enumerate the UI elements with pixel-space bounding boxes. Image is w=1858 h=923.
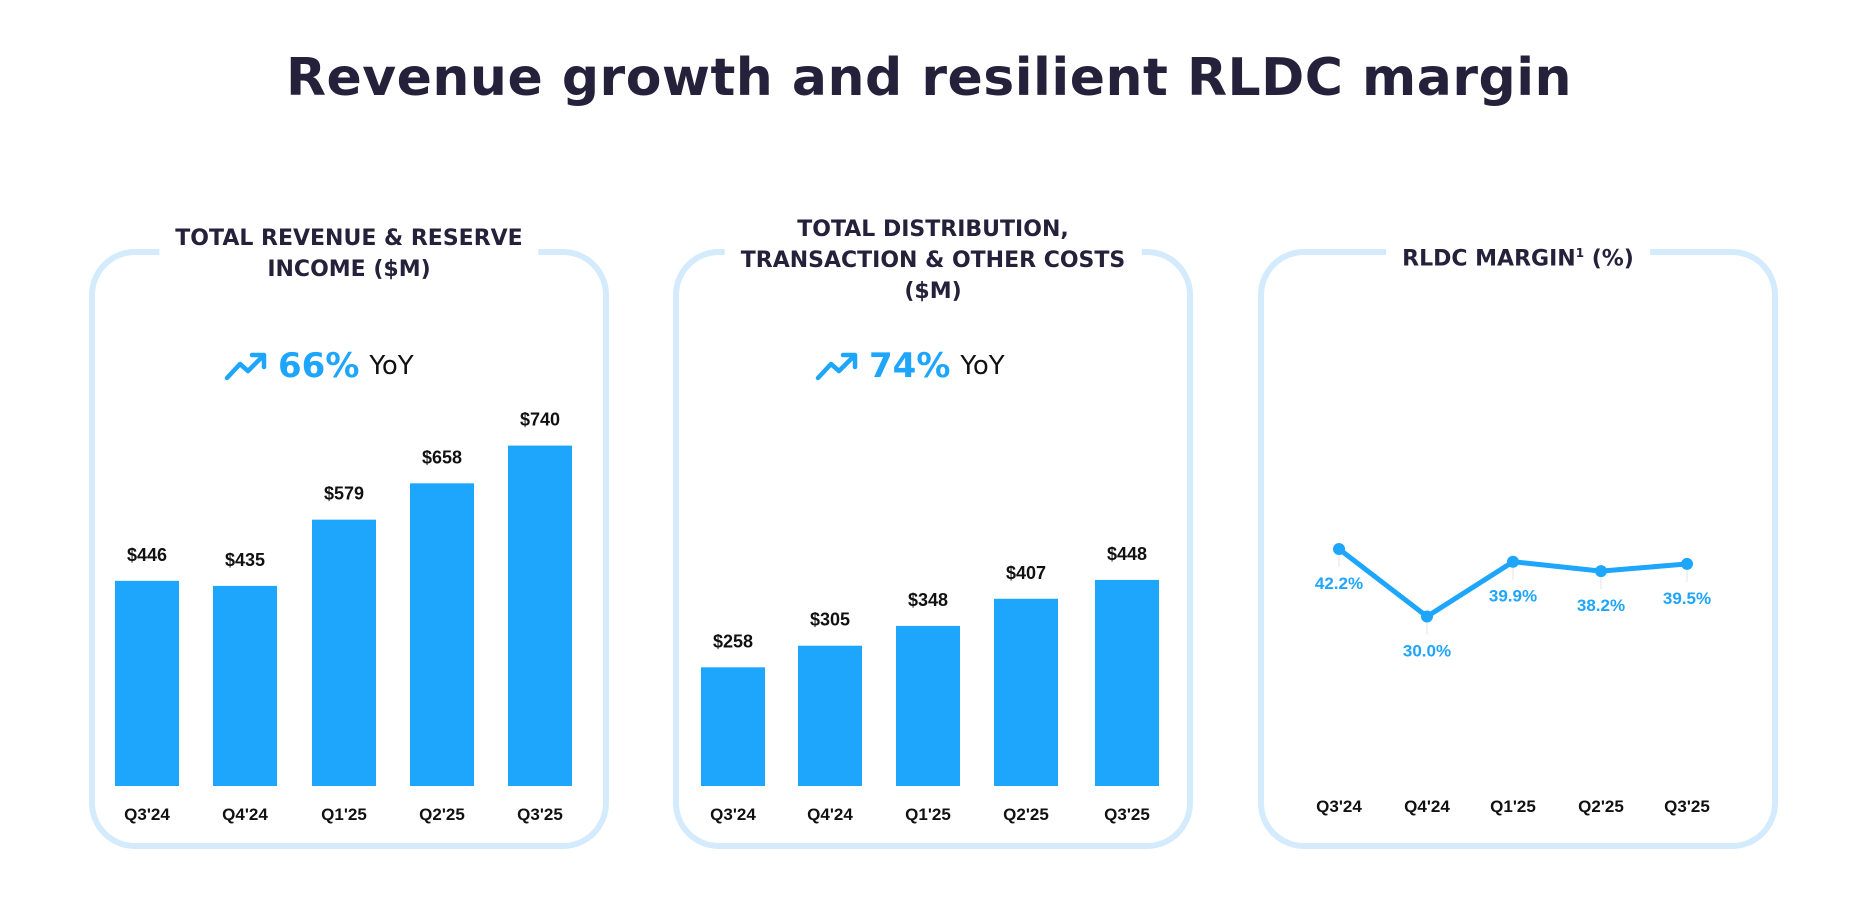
x-tick-label: Q3'25 (517, 805, 563, 824)
bar (896, 625, 960, 786)
data-label: $740 (520, 410, 560, 430)
data-label: $258 (713, 631, 753, 651)
x-tick-label: Q3'24 (1316, 797, 1362, 816)
x-tick-label: Q4'24 (807, 805, 853, 824)
data-label: $348 (908, 590, 948, 610)
revenue-yoy: 66% YoY (224, 346, 414, 386)
footnote-marker: 1 (1575, 246, 1585, 260)
bar (1095, 579, 1159, 786)
bar (115, 580, 179, 786)
x-tick-label: Q4'24 (222, 805, 268, 824)
bar (213, 585, 277, 786)
data-label: 42.2% (1315, 574, 1363, 593)
x-tick-label: Q2'25 (419, 805, 465, 824)
title-line: TOTAL DISTRIBUTION, (797, 217, 1069, 242)
data-point (1333, 543, 1345, 555)
data-label: $435 (225, 550, 265, 570)
data-label: $579 (324, 484, 364, 504)
data-point (1421, 610, 1433, 623)
data-label: $407 (1006, 563, 1046, 583)
title-line: ($M) (904, 279, 962, 304)
trending-up-icon (224, 352, 267, 381)
bar (798, 645, 862, 786)
data-point (1507, 555, 1519, 568)
bar (994, 598, 1058, 786)
bar (508, 445, 572, 786)
title-line: INCOME ($M) (267, 257, 431, 282)
data-label: 38.2% (1577, 596, 1625, 615)
title-line: TRANSACTION & OTHER COSTS (740, 248, 1126, 273)
data-point (1595, 565, 1607, 578)
x-tick-label: Q1'25 (1490, 797, 1536, 816)
yoy-label: YoY (960, 351, 1005, 381)
bar (410, 483, 474, 786)
costs-yoy: 74% YoY (815, 346, 1005, 386)
yoy-label: YoY (369, 351, 414, 381)
x-tick-label: Q2'25 (1578, 797, 1624, 816)
x-tick-label: Q1'25 (905, 805, 951, 824)
x-tick-label: Q1'25 (321, 805, 367, 824)
title-line: TOTAL REVENUE & RESERVE (175, 226, 523, 251)
data-label: $448 (1107, 544, 1147, 564)
data-label: 30.0% (1403, 641, 1451, 660)
costs-chart-title: TOTAL DISTRIBUTION, TRANSACTION & OTHER … (724, 214, 1142, 307)
yoy-percent: 66% (278, 346, 360, 386)
x-tick-label: Q3'25 (1104, 805, 1150, 824)
rldc-chart-title: RLDC MARGIN1 (%) (1386, 238, 1650, 275)
data-label: $305 (810, 610, 850, 630)
bar (701, 667, 765, 786)
data-label: $446 (127, 545, 167, 565)
title-text: RLDC MARGIN (1402, 246, 1576, 272)
revenue-chart-title: TOTAL REVENUE & RESERVE INCOME ($M) (159, 223, 539, 285)
trending-up-icon (815, 352, 858, 381)
page-title: Revenue growth and resilient RLDC margin (285, 48, 1573, 108)
title-unit: (%) (1584, 246, 1634, 272)
data-point (1681, 557, 1693, 570)
data-label: 39.9% (1489, 587, 1537, 606)
x-tick-label: Q3'24 (710, 805, 756, 824)
yoy-percent: 74% (869, 346, 951, 386)
costs-panel: TOTAL DISTRIBUTION, TRANSACTION & OTHER … (673, 214, 1193, 849)
x-tick-label: Q3'24 (124, 805, 170, 824)
x-tick-label: Q2'25 (1003, 805, 1049, 824)
x-tick-label: Q3'25 (1664, 797, 1710, 816)
data-label: $658 (422, 447, 462, 467)
data-label: 39.5% (1663, 589, 1711, 608)
rldc-panel: RLDC MARGIN1 (%) (1258, 238, 1778, 849)
revenue-panel: TOTAL REVENUE & RESERVE INCOME ($M) (89, 223, 609, 849)
x-tick-label: Q4'24 (1404, 797, 1450, 816)
bar (312, 519, 376, 786)
